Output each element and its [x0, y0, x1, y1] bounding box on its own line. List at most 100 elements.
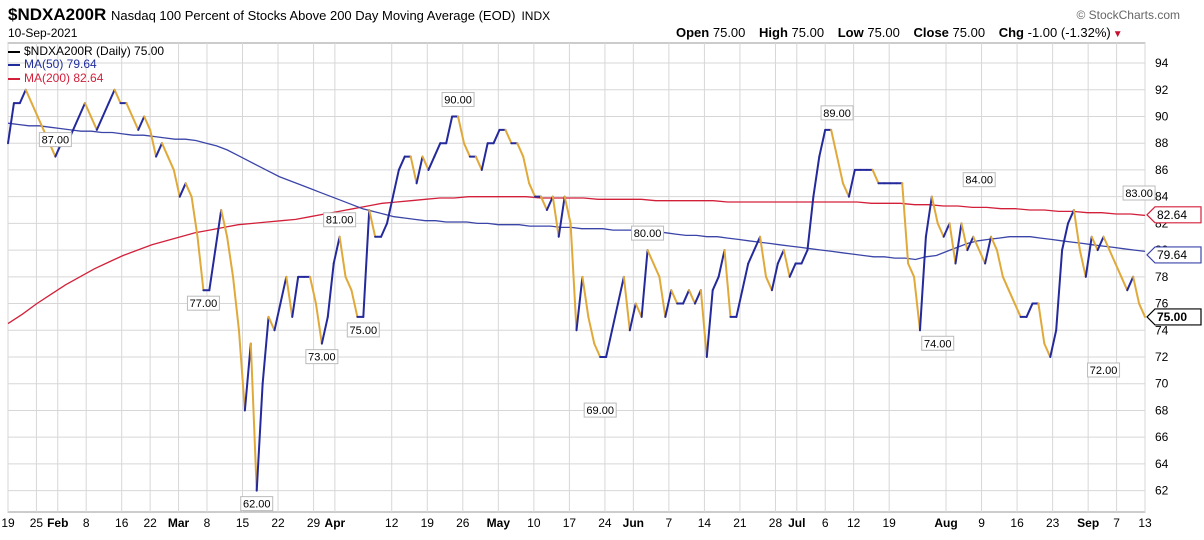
- price-segment: [125, 102, 134, 118]
- low-label: Low: [837, 25, 864, 40]
- price-segment: [7, 102, 15, 145]
- x-tick-label: 19: [1, 516, 15, 530]
- price-segment: [243, 342, 252, 412]
- annotation-box: [38, 132, 72, 148]
- x-tick-label: 12: [385, 516, 399, 530]
- annotation-box: [921, 335, 955, 351]
- x-tick-label: 7: [666, 516, 673, 530]
- price-segment: [954, 222, 963, 265]
- x-tick-label: 13: [1138, 516, 1152, 530]
- price-segment: [237, 329, 246, 412]
- price-segment: [291, 275, 300, 318]
- price-segment: [616, 275, 625, 305]
- annotation-box: [186, 295, 220, 311]
- x-tick-label: Apr: [325, 516, 346, 530]
- price-last-flag-label: 75.00: [1157, 310, 1187, 324]
- y-tick-label: 74: [1155, 323, 1169, 337]
- x-tick-label: Jun: [623, 516, 644, 530]
- y-tick-label: 76: [1155, 297, 1169, 311]
- annotation-label: 72.00: [1090, 365, 1118, 377]
- price-segment: [309, 275, 317, 305]
- price-segment: [78, 102, 86, 118]
- price-segment: [433, 142, 442, 158]
- price-segment: [1072, 209, 1081, 252]
- x-tick-label: 14: [698, 516, 712, 530]
- price-segment: [214, 209, 223, 252]
- price-segment: [249, 342, 258, 492]
- y-tick-label: 78: [1155, 270, 1169, 284]
- price-segment: [279, 275, 288, 305]
- price-segment: [232, 275, 240, 332]
- y-tick-label: 86: [1155, 163, 1169, 177]
- ma200-last-flag-label: 82.64: [1157, 208, 1187, 222]
- legend-ma50: MA(50) 79.64: [8, 57, 97, 71]
- ohlc-readout: Open 75.00 High 75.00 Low 75.00 Close 75…: [676, 25, 1123, 40]
- price-segment: [457, 115, 465, 145]
- x-tick-label: 12: [847, 516, 861, 530]
- price-segment: [841, 182, 850, 198]
- price-segment: [338, 235, 347, 278]
- annotation-box: [323, 212, 357, 228]
- chg-down-arrow-icon: ▼: [1112, 29, 1123, 40]
- price-segment: [1067, 209, 1075, 225]
- annotation-label: 89.00: [823, 108, 851, 120]
- price-segment: [386, 195, 394, 225]
- annotation-box: [1122, 185, 1156, 201]
- annotation-label: 69.00: [586, 405, 614, 417]
- y-tick-label: 64: [1155, 457, 1169, 471]
- price-segment: [83, 102, 92, 118]
- price-segment: [995, 249, 1004, 278]
- price-segment: [557, 195, 566, 238]
- annotation-box: [305, 349, 339, 365]
- price-segment: [504, 128, 513, 145]
- price-segment: [131, 115, 140, 131]
- price-segment: [735, 289, 744, 318]
- price-segment: [705, 289, 714, 359]
- price-segment: [907, 262, 916, 278]
- annotation-label: 75.00: [350, 325, 378, 337]
- price-segment: [717, 249, 726, 278]
- plot-frame: [7, 42, 1146, 513]
- price-segment: [208, 249, 217, 292]
- y-tick-label: 84: [1155, 190, 1169, 204]
- x-tick-label: 19: [882, 516, 896, 530]
- price-segment: [966, 235, 975, 252]
- price-segment: [984, 235, 993, 265]
- price-segment: [391, 168, 400, 198]
- price-segment: [960, 222, 969, 252]
- close-label: Close: [913, 25, 949, 40]
- price-segment: [1007, 289, 1016, 305]
- price-segment: [368, 209, 377, 238]
- price-segment: [611, 302, 619, 332]
- x-tick-label: 6: [822, 516, 829, 530]
- legend-ma200-label: MA(200) 82.64: [24, 71, 104, 85]
- price-segment: [445, 115, 454, 145]
- price-segment: [190, 195, 199, 238]
- price-segment: [480, 142, 489, 171]
- ma50-line: [7, 122, 1146, 261]
- price-segment: [634, 302, 643, 318]
- price-segment: [220, 209, 229, 238]
- legend-price-label: $NDXA200R (Daily) 75.00: [24, 44, 165, 58]
- price-segment: [1120, 275, 1129, 292]
- price-segment: [492, 128, 501, 145]
- price-segment: [545, 195, 554, 212]
- price-segment: [107, 88, 116, 105]
- open-value: 75.00: [712, 25, 746, 40]
- price-segment: [1090, 235, 1099, 252]
- price-segment: [196, 235, 205, 292]
- price-segment: [818, 128, 827, 158]
- price-segment: [1096, 235, 1105, 252]
- y-tick-label: 70: [1155, 377, 1169, 391]
- annotation-label: 62.00: [243, 499, 271, 511]
- price-segment: [759, 235, 767, 278]
- annotation-box: [441, 91, 475, 107]
- price-segment: [285, 275, 294, 318]
- price-segment: [693, 289, 702, 305]
- price-segment: [688, 289, 696, 305]
- annotation-box: [240, 496, 274, 512]
- symbol-title: $NDXA200R: [8, 5, 107, 24]
- price-segment: [575, 275, 584, 332]
- y-tick-label: 62: [1155, 484, 1169, 498]
- price-segment: [605, 329, 614, 359]
